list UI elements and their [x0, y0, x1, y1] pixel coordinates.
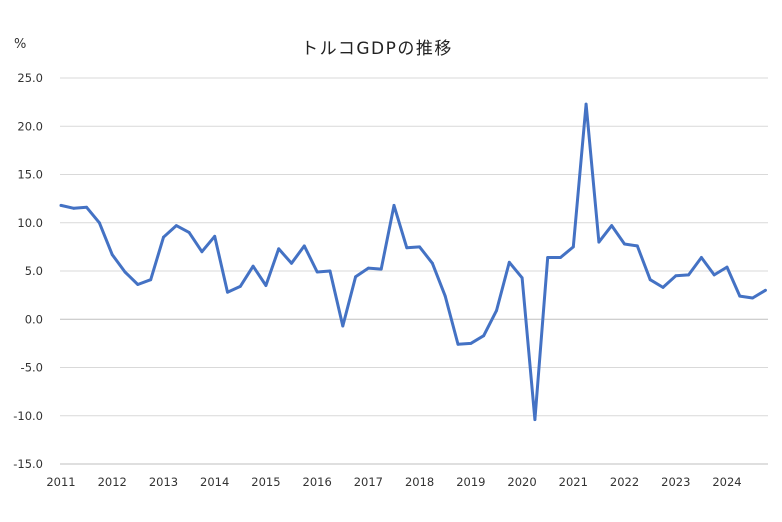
data-point	[290, 261, 293, 265]
data-point	[162, 235, 165, 239]
x-tick-label: 2022	[610, 475, 639, 489]
x-tick-label: 2020	[507, 475, 536, 489]
data-point	[687, 273, 690, 277]
y-tick-label: -10.0	[13, 409, 43, 423]
y-tick-label: -5.0	[21, 361, 43, 375]
data-point	[418, 245, 421, 249]
x-axis-tick-labels: 2011 2012 2013 2014 2015 2016 2017 2018 2019 2020…	[46, 475, 741, 489]
data-point	[123, 270, 127, 274]
data-point	[635, 244, 639, 248]
data-point	[482, 334, 486, 338]
series-group	[59, 102, 767, 422]
data-point	[405, 246, 409, 250]
data-point	[431, 261, 434, 265]
data-point	[623, 242, 626, 246]
y-tick-label: 5.0	[25, 264, 43, 278]
data-point	[674, 274, 678, 278]
data-point	[341, 324, 345, 328]
y-tick-label: 10.0	[17, 216, 43, 230]
data-point	[469, 342, 473, 345]
data-point	[72, 206, 76, 210]
gridlines	[60, 77, 768, 465]
y-unit-label: %	[14, 37, 26, 52]
data-point	[764, 288, 767, 292]
data-point	[520, 276, 524, 280]
data-point	[738, 294, 742, 298]
data-point	[495, 309, 498, 312]
y-tick-label: 25.0	[17, 71, 43, 85]
data-point	[187, 231, 191, 234]
x-tick-label: 2012	[98, 475, 127, 489]
y-tick-label: 20.0	[17, 119, 43, 133]
data-point	[533, 418, 537, 421]
data-point	[136, 283, 140, 286]
data-point	[226, 290, 229, 294]
x-tick-label: 2021	[559, 475, 588, 489]
data-point	[507, 260, 511, 264]
x-tick-label: 2018	[405, 475, 434, 489]
data-point	[110, 253, 114, 256]
data-point	[661, 286, 665, 289]
x-tick-label: 2017	[354, 475, 383, 489]
x-tick-label: 2016	[303, 475, 332, 489]
data-point	[328, 269, 332, 273]
data-point	[456, 342, 460, 346]
series-line	[59, 102, 767, 422]
data-point	[751, 296, 754, 300]
data-point	[354, 275, 357, 279]
x-tick-label: 2011	[46, 475, 75, 489]
data-point	[559, 256, 562, 259]
y-axis-tick-labels: 25.0 20.0 15.0 10.0 5.0 0.0 -5.0 -10.0 -15.0	[13, 71, 43, 471]
data-point	[238, 285, 242, 288]
x-tick-label: 2019	[456, 475, 485, 489]
data-point	[712, 273, 716, 277]
data-point	[610, 224, 614, 228]
data-point	[584, 102, 588, 106]
data-point	[149, 278, 153, 282]
data-point	[597, 240, 601, 244]
data-point	[213, 234, 217, 238]
data-point	[98, 221, 101, 225]
y-tick-label: 15.0	[17, 168, 43, 182]
x-tick-label: 2024	[712, 475, 741, 489]
data-point	[367, 266, 370, 270]
data-point	[443, 294, 447, 298]
data-point	[379, 267, 383, 271]
data-point	[302, 244, 306, 248]
data-point	[264, 284, 268, 287]
data-point	[648, 278, 652, 282]
y-tick-label: -15.0	[13, 457, 43, 471]
data-point	[251, 264, 255, 268]
data-point	[200, 250, 204, 254]
y-tick-label: 0.0	[25, 312, 43, 326]
data-point	[315, 270, 319, 274]
data-point	[59, 204, 63, 207]
data-point	[571, 245, 575, 249]
data-point	[277, 247, 281, 251]
data-point	[392, 204, 396, 207]
data-point	[174, 224, 178, 228]
x-tick-label: 2013	[149, 475, 178, 489]
data-point	[700, 256, 703, 259]
chart-title: トルコGDPの推移	[301, 39, 453, 59]
data-point	[725, 265, 729, 269]
x-tick-label: 2023	[661, 475, 690, 489]
data-point	[546, 256, 550, 259]
x-tick-label: 2015	[251, 475, 280, 489]
data-point	[85, 205, 88, 209]
x-tick-label: 2014	[200, 475, 229, 489]
